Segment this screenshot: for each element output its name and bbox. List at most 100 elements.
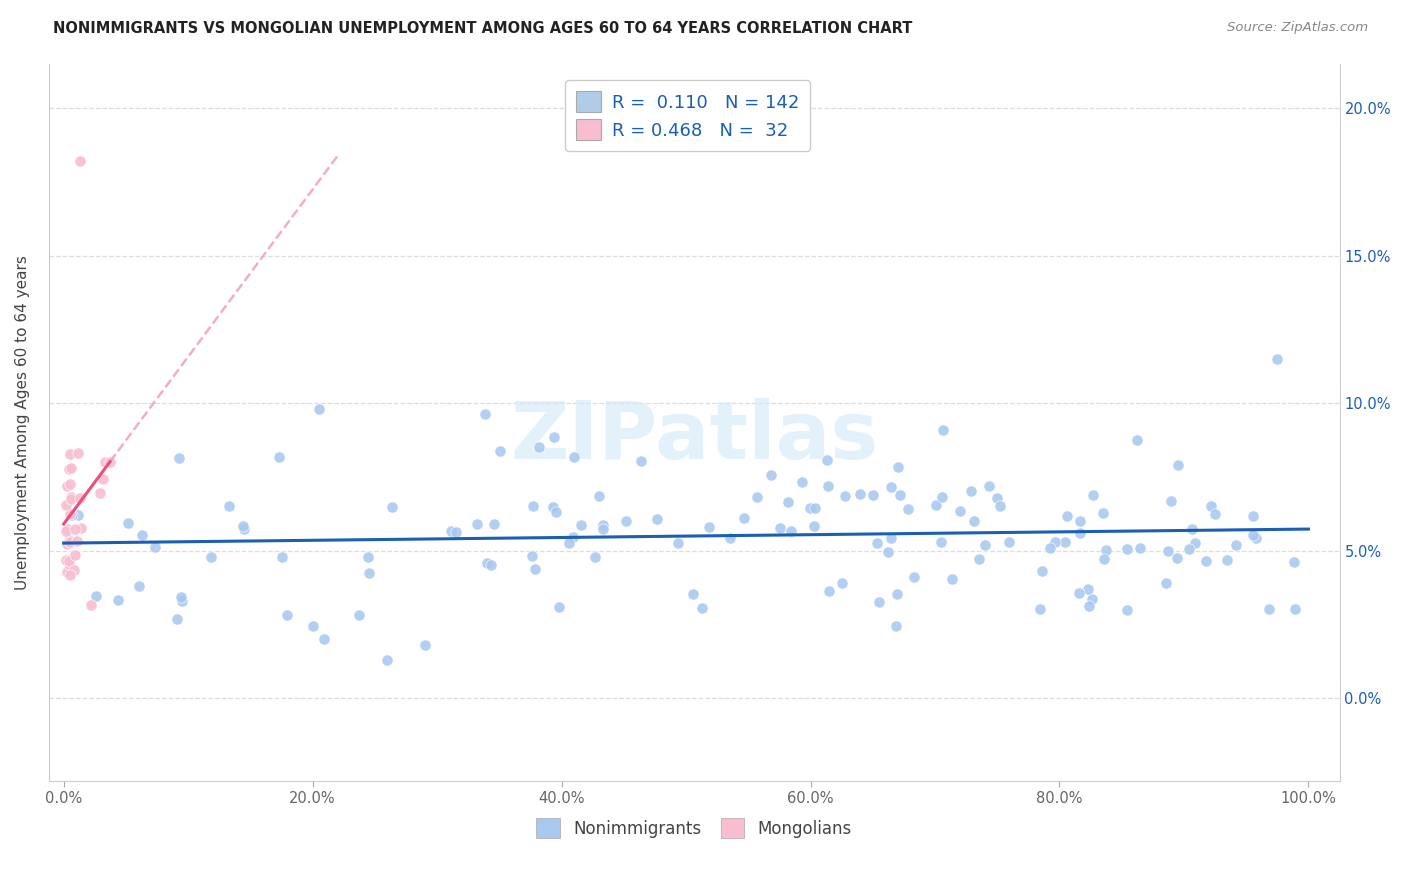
Point [66, 508, 89, 523]
Point [868, 594, 890, 608]
Point [880, 480, 903, 494]
Point [170, 594, 193, 608]
Point [1069, 525, 1091, 540]
Point [583, 550, 606, 565]
Point [1031, 564, 1053, 578]
Point [630, 454, 652, 468]
Point [790, 475, 813, 489]
Point [489, 443, 512, 458]
Point [59, 534, 82, 549]
Point [84, 589, 107, 603]
Point [880, 531, 903, 545]
Point [804, 501, 827, 516]
Point [218, 500, 240, 514]
Point [690, 601, 713, 615]
Point [1199, 499, 1222, 513]
Point [347, 608, 370, 623]
Point [1184, 536, 1206, 550]
Point [66, 445, 89, 459]
Point [117, 516, 139, 531]
Point [1258, 602, 1281, 616]
Point [357, 550, 380, 565]
Point [614, 514, 637, 528]
Point [267, 450, 290, 464]
Point [1056, 508, 1078, 523]
Point [562, 530, 585, 544]
Point [1157, 544, 1180, 558]
Point [58, 533, 80, 548]
Point [1091, 506, 1114, 520]
Point [886, 587, 908, 601]
Point [167, 450, 190, 465]
Point [546, 506, 568, 520]
Point [666, 535, 689, 549]
Point [80, 598, 103, 612]
Point [592, 522, 614, 536]
Point [55, 537, 77, 551]
Point [128, 579, 150, 593]
Point [799, 501, 821, 516]
Point [59, 491, 82, 506]
Point [59, 508, 82, 522]
Point [776, 494, 799, 508]
Point [1045, 535, 1067, 549]
Point [876, 544, 898, 558]
Point [69, 154, 91, 169]
Legend: Nonimmigrants, Mongolians: Nonimmigrants, Mongolians [530, 812, 859, 845]
Point [58, 558, 80, 572]
Point [967, 552, 990, 566]
Point [375, 653, 398, 667]
Point [887, 459, 910, 474]
Point [59, 447, 82, 461]
Point [1115, 603, 1137, 617]
Point [1284, 602, 1306, 616]
Point [1053, 535, 1076, 549]
Point [1069, 514, 1091, 528]
Point [94, 455, 117, 469]
Point [1067, 586, 1090, 600]
Point [479, 558, 502, 572]
Point [1265, 352, 1288, 367]
Point [59, 568, 82, 582]
Text: NONIMMIGRANTS VS MONGOLIAN UNEMPLOYMENT AMONG AGES 60 TO 64 YEARS CORRELATION CH: NONIMMIGRANTS VS MONGOLIAN UNEMPLOYMENT … [53, 21, 912, 37]
Point [200, 549, 222, 564]
Point [143, 540, 166, 554]
Point [1167, 458, 1189, 472]
Point [474, 407, 496, 421]
Point [925, 498, 948, 512]
Point [818, 584, 841, 599]
Point [357, 566, 380, 580]
Point [977, 479, 1000, 493]
Point [66, 534, 89, 549]
Point [523, 562, 546, 576]
Point [779, 524, 801, 539]
Point [55, 524, 77, 538]
Point [588, 489, 610, 503]
Point [1241, 528, 1264, 542]
Point [131, 527, 153, 541]
Point [1216, 552, 1239, 566]
Point [834, 489, 856, 503]
Point [1177, 542, 1199, 557]
Point [482, 517, 505, 532]
Point [1204, 507, 1226, 521]
Point [1195, 554, 1218, 568]
Point [998, 535, 1021, 549]
Point [413, 638, 436, 652]
Point [831, 575, 853, 590]
Point [884, 619, 907, 633]
Point [903, 570, 925, 584]
Point [949, 504, 972, 518]
Point [986, 491, 1008, 505]
Text: Source: ZipAtlas.com: Source: ZipAtlas.com [1227, 21, 1368, 35]
Point [1083, 488, 1105, 502]
Point [815, 453, 838, 467]
Point [1095, 542, 1118, 557]
Point [58, 462, 80, 476]
Point [107, 593, 129, 607]
Point [941, 572, 963, 586]
Text: ZIPatlas: ZIPatlas [510, 398, 879, 475]
Point [849, 486, 872, 500]
Point [91, 472, 114, 486]
Point [55, 553, 77, 567]
